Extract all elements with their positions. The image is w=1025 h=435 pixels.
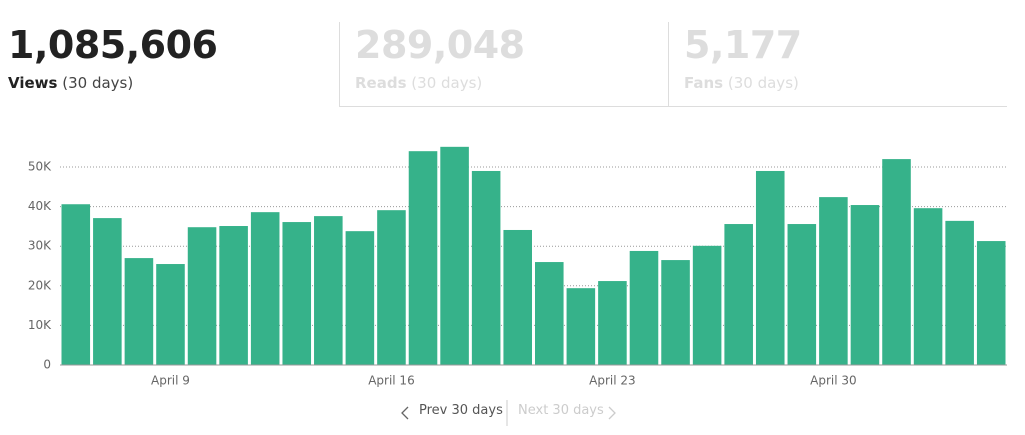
- reads-tab[interactable]: 289,048 Reads (30 days): [339, 22, 668, 107]
- bar: [661, 260, 690, 365]
- x-tick-label: April 9: [151, 374, 190, 388]
- bar: [692, 245, 722, 365]
- bar: [156, 264, 185, 365]
- bar: [408, 151, 438, 365]
- stat-value: 1,085,606: [8, 23, 218, 67]
- bar: [819, 197, 848, 365]
- bar: [787, 224, 817, 365]
- x-tick-label: April 16: [368, 374, 415, 388]
- bar: [61, 204, 91, 365]
- bar: [282, 222, 312, 365]
- stat-period: (30 days): [62, 74, 134, 92]
- bar: [913, 208, 943, 365]
- stat-period: (30 days): [727, 74, 799, 92]
- bar: [945, 220, 974, 365]
- bar: [314, 216, 343, 365]
- bar: [377, 210, 406, 365]
- bar: [440, 146, 469, 365]
- bar: [629, 250, 659, 365]
- bar: [93, 218, 122, 365]
- bar: [503, 229, 532, 365]
- prev-chevron: [401, 406, 409, 420]
- x-tick-label: April 23: [589, 374, 636, 388]
- stat-label: Views: [8, 74, 58, 92]
- y-tick-label: 50K: [28, 160, 52, 174]
- bar: [219, 226, 248, 365]
- next-button[interactable]: Next 30 days: [518, 403, 604, 418]
- next-chevron: [608, 406, 616, 420]
- y-tick-label: 10K: [28, 318, 52, 332]
- stat-label: Fans: [684, 74, 724, 92]
- stat-label: Reads: [355, 74, 407, 92]
- stat-value: 5,177: [684, 23, 802, 67]
- bar: [724, 224, 753, 365]
- bar: [471, 170, 501, 365]
- stat-value: 289,048: [355, 23, 525, 67]
- bar: [345, 231, 375, 365]
- bar: [566, 288, 596, 365]
- bar: [250, 212, 280, 365]
- x-tick-label: April 30: [810, 374, 857, 388]
- bar: [850, 205, 880, 365]
- bar: [755, 170, 785, 365]
- y-tick-label: 0: [43, 358, 51, 372]
- chart: 0 10K 20K 30K 40K 50K April 9 April 16 April 23 A…: [28, 146, 1007, 388]
- bar: [124, 258, 154, 365]
- bar: [882, 159, 911, 365]
- stat-period: (30 days): [411, 74, 483, 92]
- views-tab[interactable]: 1,085,606 Views (30 days): [8, 22, 338, 107]
- y-tick-label: 20K: [28, 278, 52, 292]
- fans-tab[interactable]: 5,177 Fans (30 days): [668, 22, 1007, 107]
- y-tick-label: 40K: [28, 199, 52, 213]
- y-tick-label: 30K: [28, 239, 52, 253]
- bar: [598, 281, 627, 365]
- bar: [187, 227, 217, 365]
- prev-button[interactable]: Prev 30 days: [419, 403, 503, 418]
- bar: [535, 262, 564, 365]
- bar: [976, 241, 1006, 365]
